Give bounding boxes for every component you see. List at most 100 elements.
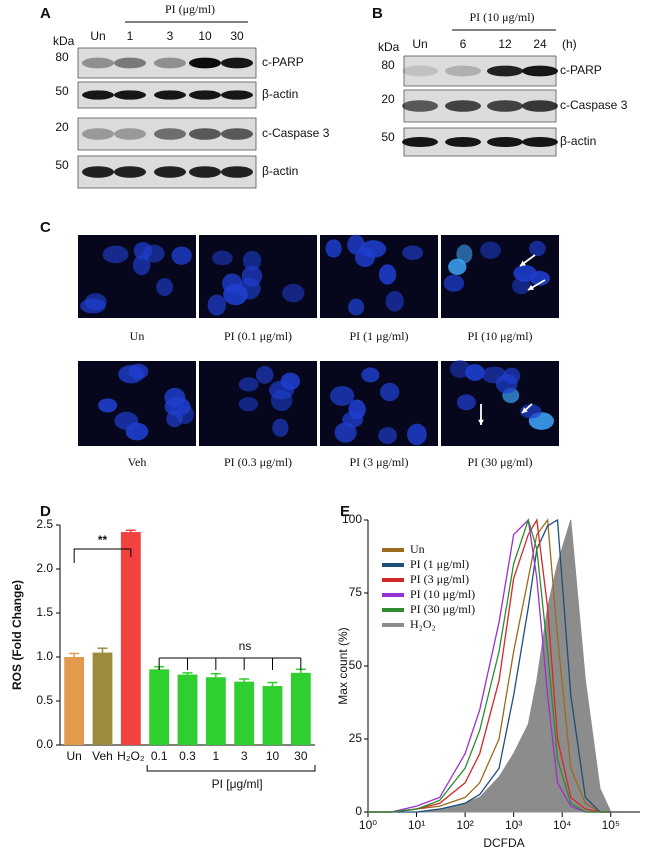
micrograph (199, 361, 317, 446)
marker-label: 50 (381, 130, 395, 144)
legend-label: PI (30 μg/ml) (410, 602, 475, 616)
protein-label: β-actin (560, 134, 596, 148)
nucleus (128, 363, 149, 380)
marker-label: 80 (381, 58, 395, 72)
panel-label: B (372, 5, 383, 22)
x-tick-label: 10⁰ (359, 818, 377, 832)
bar (177, 674, 198, 745)
nucleus (98, 398, 118, 413)
protein-label: c-PARP (262, 55, 304, 69)
nucleus (449, 360, 471, 378)
blot-band (522, 136, 558, 148)
micrograph (78, 235, 196, 318)
marker-label: 50 (55, 158, 69, 172)
bar (290, 672, 311, 745)
annotation: ** (98, 533, 108, 547)
x-tick-label: H₂O₂ (117, 749, 145, 763)
nucleus (114, 411, 139, 430)
nucleus (242, 250, 262, 271)
group-rule (146, 765, 316, 772)
blot-band (154, 166, 186, 178)
y-tick-label: 25 (349, 731, 363, 745)
error-bar (69, 652, 80, 661)
blot-band (402, 136, 438, 148)
x-tick-label: 10⁵ (602, 818, 620, 832)
nucleus (143, 244, 165, 263)
legend-label: Un (410, 542, 425, 556)
nucleus (385, 290, 404, 312)
y-tick-label: 0 (355, 804, 362, 818)
panel-label: E (340, 503, 350, 520)
marker-label: 20 (55, 120, 69, 134)
lane-label: Un (90, 29, 105, 43)
nucleus (102, 245, 129, 264)
blot-band (114, 166, 146, 178)
error-bar (210, 672, 221, 681)
nucleus (325, 239, 342, 258)
bar (234, 681, 255, 745)
nucleus (255, 365, 274, 384)
blot-band (189, 57, 221, 69)
lane-label: 1 (127, 29, 134, 43)
micrograph-label: PI (30 μg/ml) (467, 455, 532, 469)
micrograph-label: Un (130, 329, 145, 343)
panel-label: C (40, 219, 51, 236)
blot-band (522, 100, 558, 112)
blot-band (82, 57, 114, 69)
nucleus (330, 385, 355, 406)
blot-band (522, 65, 558, 77)
blot-title: PI (μg/ml) (165, 2, 215, 16)
panel-label: A (40, 5, 51, 22)
blot-band (221, 57, 253, 69)
protein-label: c-PARP (560, 63, 602, 77)
x-tick-label: 10³ (505, 818, 522, 832)
nucleus (80, 298, 106, 314)
lane-label: 24 (533, 37, 547, 51)
marker-label: 20 (381, 92, 395, 106)
y-tick-label: 0.0 (36, 737, 53, 751)
nucleus (361, 367, 380, 383)
blot-band (114, 90, 146, 100)
nucleus (171, 246, 192, 265)
nucleus (529, 240, 546, 257)
blot-band (189, 90, 221, 100)
micrograph-label: PI (10 μg/ml) (467, 329, 532, 343)
histogram-line (368, 518, 611, 813)
y-tick-label: 0.5 (36, 693, 53, 707)
micrograph (441, 235, 559, 318)
bar (92, 652, 113, 745)
x-tick-label: 0.3 (179, 749, 196, 763)
nucleus (456, 244, 473, 264)
lane-label: 12 (498, 37, 512, 51)
blot-title: PI (10 μg/ml) (469, 10, 534, 24)
nucleus (380, 382, 400, 402)
lane-label: 3 (167, 29, 174, 43)
blot-band (82, 128, 114, 140)
bar (64, 657, 85, 745)
nucleus (529, 270, 550, 286)
nucleus (378, 427, 398, 444)
y-axis-title: Max count (%) (336, 627, 350, 704)
blot-band (154, 90, 186, 100)
arrow-head (478, 419, 484, 425)
blot-band (114, 128, 146, 140)
lane-label: 10 (198, 29, 212, 43)
x-axis-title: DCFDA (483, 836, 524, 850)
nucleus (503, 367, 521, 385)
unit-label: (h) (562, 37, 577, 51)
error-bar (182, 672, 193, 677)
marker-label: 50 (55, 84, 69, 98)
marker-label: 80 (55, 50, 69, 64)
x-tick-label: 0.1 (151, 749, 168, 763)
nucleus (176, 404, 194, 425)
legend-label: PI (10 μg/ml) (410, 587, 475, 601)
nucleus (132, 255, 151, 276)
legend-label: PI (3 μg/ml) (410, 572, 469, 586)
x-tick-label: 30 (294, 749, 308, 763)
bar (262, 686, 283, 745)
error-bar (125, 529, 136, 534)
blot-band (402, 100, 438, 112)
blot-band (445, 65, 481, 77)
arrow-head (528, 284, 534, 290)
